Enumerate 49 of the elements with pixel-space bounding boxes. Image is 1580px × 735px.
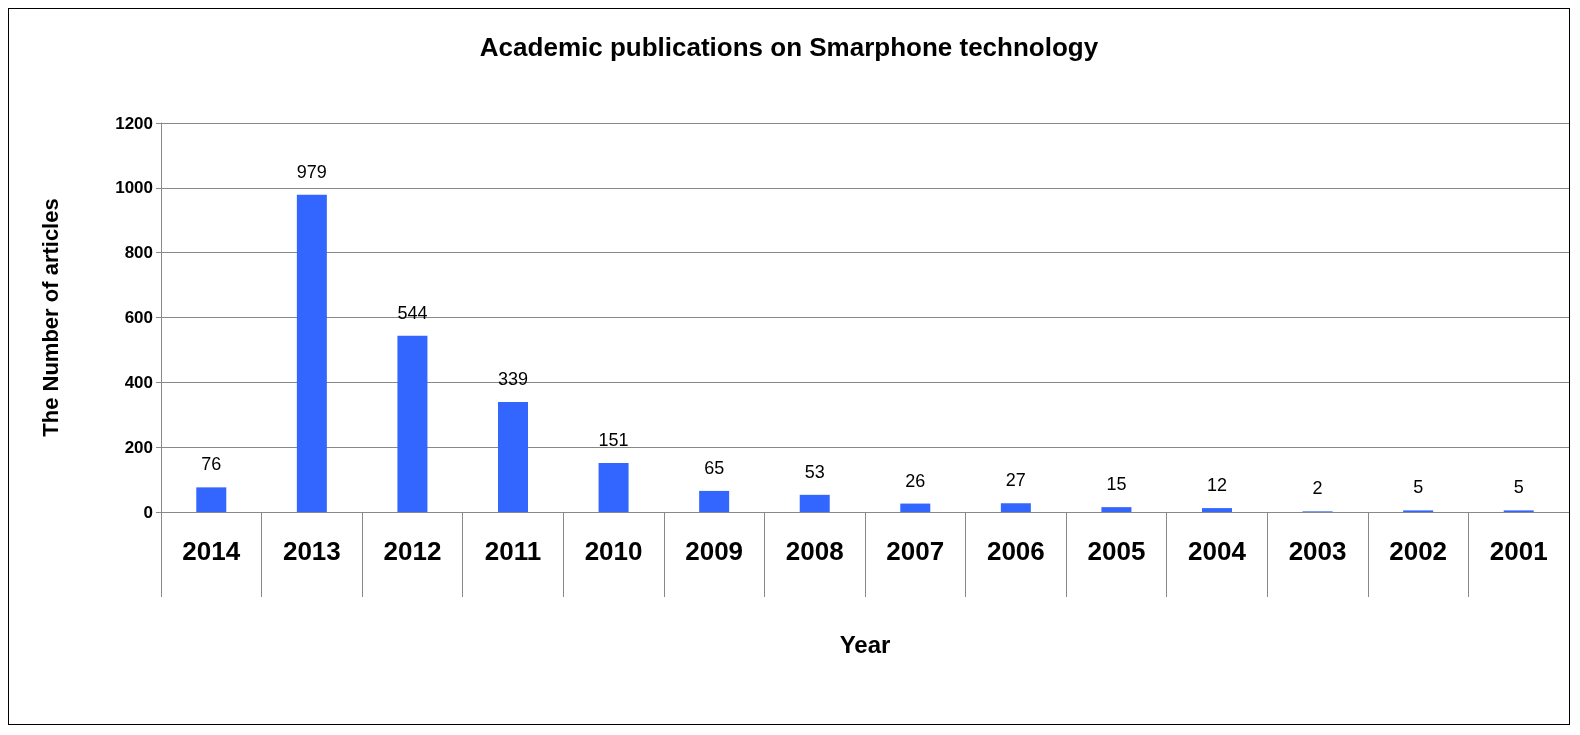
x-tick-label: 2007 bbox=[886, 536, 945, 566]
data-label: 12 bbox=[1206, 475, 1228, 496]
chart-title: Academic publications on Smarphone technology bbox=[479, 32, 1099, 62]
x-axis-title: Year bbox=[839, 630, 891, 658]
x-tick-label: 2004 bbox=[1188, 536, 1247, 566]
y-tick-label: 400 bbox=[124, 372, 153, 392]
y-tick-label: 1200 bbox=[115, 113, 153, 133]
bar bbox=[498, 402, 528, 512]
x-tick-label: 2001 bbox=[1489, 536, 1548, 566]
bar bbox=[1101, 507, 1132, 512]
data-label: 76 bbox=[201, 454, 222, 475]
data-label: 65 bbox=[704, 457, 725, 478]
bar bbox=[296, 194, 327, 512]
bar bbox=[598, 463, 629, 512]
x-tick-label: 2005 bbox=[1087, 536, 1146, 566]
data-label: 27 bbox=[1005, 470, 1026, 491]
bar bbox=[699, 490, 730, 512]
x-tick-label: 2003 bbox=[1288, 536, 1347, 566]
y-tick-label: 800 bbox=[124, 243, 153, 263]
data-label: 15 bbox=[1106, 474, 1127, 495]
data-label: 2 bbox=[1312, 478, 1323, 499]
x-tick-label: 2014 bbox=[182, 536, 241, 566]
x-tick-label: 2012 bbox=[383, 536, 442, 566]
x-tick-label: 2011 bbox=[484, 536, 542, 566]
bar bbox=[799, 494, 830, 512]
data-label: 5 bbox=[1413, 477, 1424, 498]
data-label: 979 bbox=[296, 161, 327, 182]
x-tick-label: 2010 bbox=[584, 536, 643, 566]
x-tick-label: 2013 bbox=[282, 536, 341, 566]
y-axis-title: The Number of articles bbox=[37, 198, 63, 437]
x-tick-label: 2002 bbox=[1389, 536, 1448, 566]
data-label: 5 bbox=[1513, 477, 1524, 498]
bar bbox=[1000, 503, 1031, 512]
y-tick-label: 200 bbox=[124, 437, 153, 457]
bar bbox=[1202, 508, 1232, 512]
x-tick-label: 2006 bbox=[986, 536, 1045, 566]
y-tick-label: 0 bbox=[143, 502, 153, 522]
y-tick-label: 600 bbox=[124, 308, 153, 327]
bar bbox=[900, 503, 931, 512]
data-label: 339 bbox=[497, 369, 529, 390]
x-tick-label: 2009 bbox=[685, 536, 744, 566]
bar bbox=[397, 335, 428, 512]
data-label: 544 bbox=[397, 302, 428, 323]
y-tick-label: 1000 bbox=[115, 178, 153, 198]
data-label: 26 bbox=[905, 470, 926, 491]
bar bbox=[196, 487, 227, 512]
data-label: 151 bbox=[598, 430, 629, 451]
data-label: 53 bbox=[804, 461, 825, 482]
x-tick-label: 2008 bbox=[785, 536, 844, 566]
